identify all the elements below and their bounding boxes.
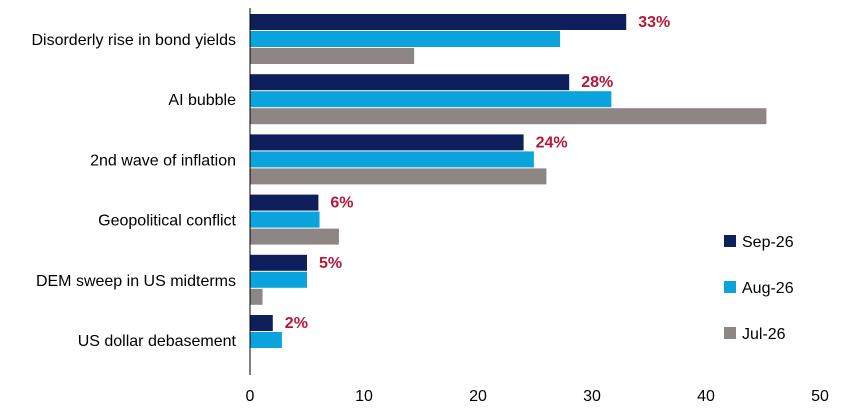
bar-sep-26 xyxy=(250,315,273,331)
bar-jul-26 xyxy=(250,168,547,185)
bar-aug-26 xyxy=(250,211,320,228)
legend: Sep-26 Aug-26 Jul-26 xyxy=(724,234,794,343)
data-label: 2% xyxy=(285,315,308,332)
category-label: AI bubble xyxy=(168,92,236,109)
data-label: 24% xyxy=(536,134,568,151)
data-labels: 33% 28% 24% 6% 5% 2% xyxy=(285,14,670,332)
legend-label-aug-26: Aug-26 xyxy=(742,280,794,297)
category-labels: Disorderly rise in bond yields AI bubble 2… xyxy=(31,32,236,350)
bar-sep-26 xyxy=(250,134,524,151)
bar-aug-26 xyxy=(250,91,612,108)
legend-swatch-sep-26 xyxy=(724,235,736,247)
bar-aug-26 xyxy=(250,151,534,168)
data-label: 5% xyxy=(319,255,342,272)
x-tick-label: 50 xyxy=(811,388,829,405)
bar-sep-26 xyxy=(250,194,319,211)
data-label: 6% xyxy=(330,195,353,212)
category-label: US dollar debasement xyxy=(78,333,237,350)
x-tick-label: 20 xyxy=(469,388,487,405)
bar-sep-26 xyxy=(250,74,570,91)
legend-swatch-aug-26 xyxy=(724,281,736,293)
legend-label-jul-26: Jul-26 xyxy=(742,326,786,343)
category-label: DEM sweep in US midterms xyxy=(36,273,236,290)
x-tick-labels: 0 10 20 30 40 50 xyxy=(246,388,829,405)
bar-sep-26 xyxy=(250,254,307,271)
x-tick-label: 10 xyxy=(355,388,373,405)
x-tick-label: 30 xyxy=(583,388,601,405)
x-tick-label: 40 xyxy=(697,388,715,405)
x-tick-label: 0 xyxy=(246,388,255,405)
data-label: 33% xyxy=(638,14,670,31)
legend-swatch-jul-26 xyxy=(724,327,736,339)
category-label: Geopolitical conflict xyxy=(98,213,236,230)
bar-jul-26 xyxy=(250,228,339,245)
category-label: 2nd wave of inflation xyxy=(90,152,236,169)
category-label: Disorderly rise in bond yields xyxy=(31,32,236,49)
bars-group xyxy=(250,14,767,348)
bar-jul-26 xyxy=(250,108,767,125)
bar-sep-26 xyxy=(250,14,627,30)
legend-label-sep-26: Sep-26 xyxy=(742,234,794,251)
bar-aug-26 xyxy=(250,332,282,348)
bar-aug-26 xyxy=(250,271,307,288)
bar-aug-26 xyxy=(250,31,561,47)
bar-jul-26 xyxy=(250,48,415,64)
bar-jul-26 xyxy=(250,288,263,305)
data-label: 28% xyxy=(581,74,613,91)
